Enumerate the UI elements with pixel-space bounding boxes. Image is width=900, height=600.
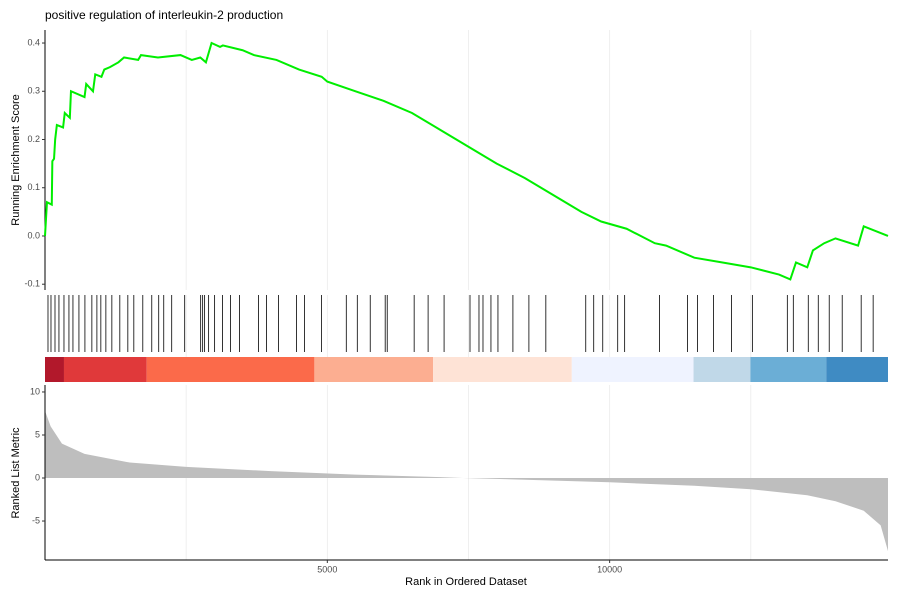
color-band (750, 357, 827, 382)
y-tick-label: -5 (32, 515, 40, 525)
x-axis-label: Rank in Ordered Dataset (405, 576, 527, 588)
color-band (45, 357, 64, 382)
y-tick-label: 5 (35, 429, 40, 439)
color-band (433, 357, 572, 382)
metric-area (45, 410, 888, 552)
x-tick-label: 10000 (597, 564, 622, 574)
y-tick-label: 0 (35, 472, 40, 482)
y-tick-label: 0.0 (27, 230, 40, 240)
color-band (63, 357, 147, 382)
enrichment-line (44, 41, 889, 281)
y-tick-label: 0.2 (27, 134, 40, 144)
y-axis-label: Ranked List Metric (10, 427, 22, 519)
x-tick-label: 5000 (317, 564, 337, 574)
y-tick-label: -0.1 (24, 279, 40, 289)
color-band (693, 357, 751, 382)
y-tick-label: 0.3 (27, 86, 40, 96)
chart-title: positive regulation of interleukin-2 pro… (45, 8, 283, 22)
y-tick-label: 10 (30, 386, 40, 396)
color-band (146, 357, 315, 382)
y-tick-label: 0.1 (27, 182, 40, 192)
color-band (314, 357, 434, 382)
color-band (571, 357, 694, 382)
y-tick-label: 0.4 (27, 37, 40, 47)
y-axis-label: Running Enrichment Score (10, 94, 22, 225)
color-band (826, 357, 888, 382)
